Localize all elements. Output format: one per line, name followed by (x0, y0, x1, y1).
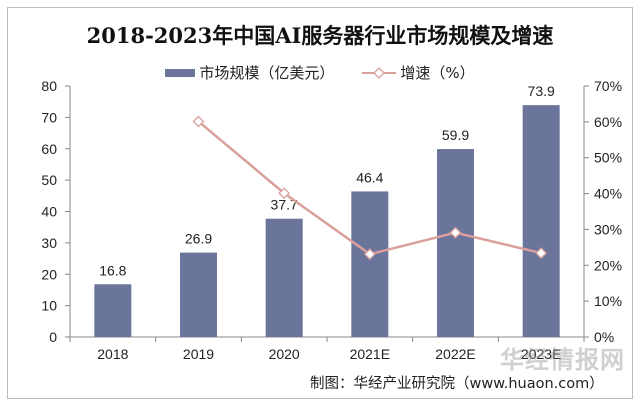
growth-point (363, 248, 376, 261)
bar-2020 (265, 218, 303, 337)
bar-2021E (351, 191, 389, 337)
growth-point (449, 226, 462, 239)
x-tick-label: 2018 (97, 346, 128, 362)
bar-data-label: 59.9 (442, 127, 469, 143)
x-tick-label: 2021E (350, 346, 390, 362)
right-tick-label: 0% (594, 329, 614, 345)
left-tick-label: 50 (41, 172, 57, 188)
right-tick-label: 70% (594, 78, 622, 94)
growth-point (192, 115, 205, 128)
bar-data-label: 26.9 (185, 231, 212, 247)
legend-bar-swatch (165, 68, 196, 77)
bar-2023E (522, 105, 560, 337)
bar-data-label: 16.8 (99, 262, 126, 278)
right-tick-label: 10% (594, 293, 622, 309)
bar-2018 (94, 284, 132, 337)
legend-line-swatch (362, 66, 397, 79)
growth-point (278, 187, 291, 200)
growth-point (535, 247, 548, 260)
legend: 市场规模（亿美元） 增速（%） (0, 62, 640, 83)
legend-item-bar: 市场规模（亿美元） (165, 62, 334, 83)
left-tick-label: 20 (41, 266, 57, 282)
right-tick-label: 20% (594, 257, 622, 273)
legend-label: 市场规模（亿美元） (199, 64, 335, 82)
x-tick-label: 2019 (183, 346, 214, 362)
right-tick-label: 30% (594, 221, 622, 237)
legend-item-line: 增速（%） (362, 62, 475, 83)
right-tick-label: 60% (594, 114, 622, 130)
bar-2022E (437, 149, 474, 337)
source-note: 制图：华经产业研究院（www.huaon.com） (310, 376, 604, 392)
x-tick-label: 2023E (521, 346, 561, 362)
right-tick-label: 50% (594, 150, 622, 166)
left-tick-label: 40 (41, 204, 57, 220)
left-tick-label: 10 (41, 298, 57, 314)
left-tick-label: 30 (41, 235, 57, 251)
x-tick-label: 2022E (435, 346, 475, 362)
left-tick-label: 0 (49, 329, 57, 345)
bar-data-label: 73.9 (528, 83, 555, 99)
bar-data-label: 37.7 (271, 197, 298, 213)
bar-data-label: 46.4 (356, 169, 383, 185)
bar-2019 (180, 252, 217, 337)
x-tick-label: 2020 (269, 346, 300, 362)
chart-title: 2018-2023年中国AI服务器行业市场规模及增速 (86, 23, 554, 48)
watermark-logo: 华经情报网 (500, 346, 625, 374)
left-tick-label: 70 (41, 109, 57, 125)
left-tick-label: 60 (41, 141, 57, 157)
legend-label: 增速（%） (400, 64, 475, 82)
right-tick-label: 40% (594, 186, 622, 202)
left-tick-label: 80 (41, 78, 57, 94)
